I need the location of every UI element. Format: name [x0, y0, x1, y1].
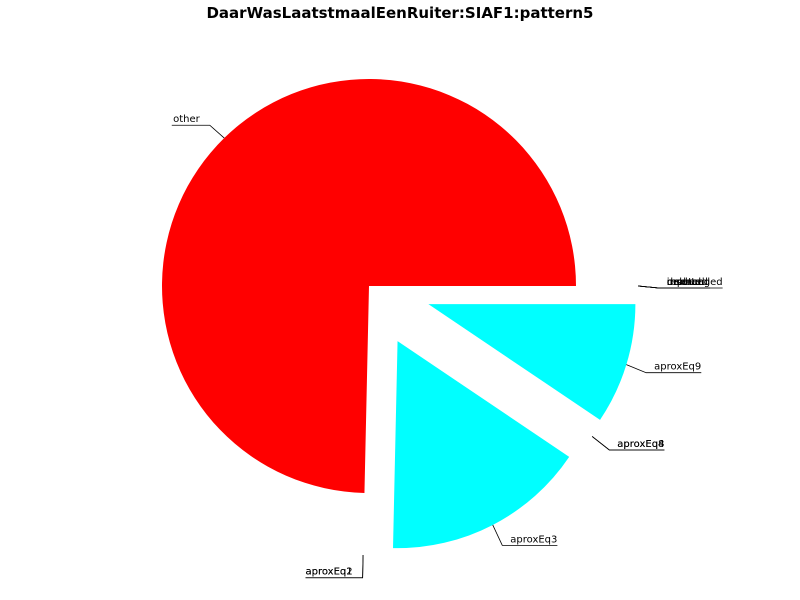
label-aprox-eq-3: aproxEq3 — [510, 534, 557, 545]
leader-line-aprox-eq-8 — [591, 436, 665, 451]
label-aprox-eq-1: aproxEq1 — [306, 567, 353, 578]
label-aprox-eq-2: aproxEq2 — [306, 567, 353, 578]
label-other: other — [173, 114, 201, 125]
pie-slices — [162, 78, 636, 549]
label-aprox-eq-9: aproxEq9 — [654, 362, 701, 373]
label-moved: moved — [667, 277, 701, 288]
chart-title: DaarWasLaatstmaalEenRuiter:SIAF1:pattern… — [206, 4, 593, 22]
label-aprox-eq-8: aproxEq8 — [617, 439, 664, 450]
pie-labels: otheraproxEq1aproxEq2aproxEq3aproxEq4apr… — [171, 114, 723, 579]
leader-line-aprox-eq-9 — [626, 364, 702, 374]
label-aprox-eq-4: aproxEq4 — [617, 439, 664, 450]
label-unchanged: unchanged — [667, 277, 723, 288]
leader-line-aprox-eq-2 — [305, 555, 364, 579]
label-replaced: replaced — [667, 277, 710, 288]
leader-line-other — [171, 124, 225, 139]
leader-line-aprox-eq-3 — [492, 524, 558, 546]
label-deleted: deleted — [667, 277, 705, 288]
slice-other — [162, 78, 576, 493]
leader-line-moved — [638, 285, 702, 289]
slice-aprox-eq-9 — [428, 304, 636, 420]
label-inserted: inserted — [667, 277, 708, 288]
slice-aprox-eq-3 — [393, 341, 570, 549]
